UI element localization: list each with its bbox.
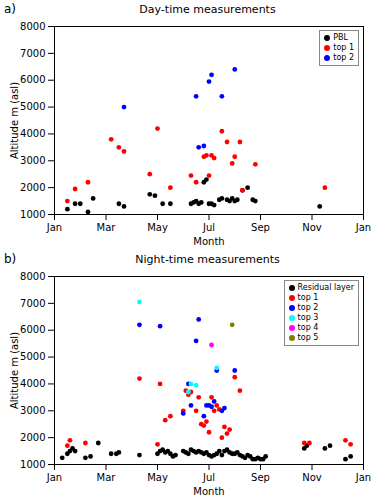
svg-text:Sep: Sep (251, 472, 270, 483)
svg-text:3000: 3000 (20, 155, 45, 166)
svg-text:Jan: Jan (46, 472, 62, 483)
svg-text:3000: 3000 (20, 405, 45, 416)
svg-text:1000: 1000 (20, 209, 45, 220)
svg-text:1000: 1000 (20, 459, 45, 470)
svg-text:8000: 8000 (20, 271, 45, 282)
svg-text:Nov: Nov (302, 472, 322, 483)
html-text:top 5: top 5 (297, 333, 319, 342)
svg-text:Altitude m (asl): Altitude m (asl) (9, 82, 20, 159)
svg-text:6000: 6000 (20, 74, 45, 85)
svg-text:Jan: Jan (46, 222, 62, 233)
html-text:Night-time measurements: Night-time measurements (135, 253, 280, 266)
svg-text:Mar: Mar (97, 222, 117, 233)
svg-text:Nov: Nov (302, 222, 322, 233)
svg-text:4000: 4000 (20, 378, 45, 389)
svg-text:2000: 2000 (20, 182, 45, 193)
svg-text:Month: Month (193, 236, 224, 247)
svg-text:Jul: Jul (202, 472, 215, 483)
svg-text:Altitude m (asl): Altitude m (asl) (9, 332, 20, 409)
svg-text:4000: 4000 (20, 128, 45, 139)
svg-text:7000: 7000 (20, 48, 45, 59)
svg-text:5000: 5000 (20, 351, 45, 362)
html-text:top 4: top 4 (297, 323, 319, 332)
html-text:top 2: top 2 (333, 53, 354, 62)
svg-text:6000: 6000 (20, 324, 45, 335)
html-text:top 2: top 2 (297, 303, 319, 312)
svg-text:Jan: Jan (355, 222, 371, 233)
html-text:b): b) (4, 252, 17, 266)
svg-text:Jan: Jan (355, 472, 371, 483)
svg-text:Month: Month (193, 486, 224, 497)
svg-text:Mar: Mar (97, 472, 117, 483)
svg-text:5000: 5000 (20, 101, 45, 112)
html-text:a): a) (4, 2, 16, 16)
svg-text:8000: 8000 (20, 21, 45, 32)
svg-text:2000: 2000 (20, 432, 45, 443)
svg-text:May: May (147, 472, 168, 483)
html-text:Day-time measurements: Day-time measurements (139, 3, 276, 16)
html-text:top 1: top 1 (333, 43, 354, 52)
svg-text:Sep: Sep (251, 222, 270, 233)
html-text:top 3: top 3 (297, 313, 319, 322)
svg-text:May: May (147, 222, 168, 233)
html-text:top 1: top 1 (297, 293, 319, 302)
svg-text:7000: 7000 (20, 298, 45, 309)
svg-text:Jul: Jul (202, 222, 215, 233)
html-text:Residual layer: Residual layer (297, 283, 354, 292)
html-text:PBL: PBL (333, 33, 348, 42)
